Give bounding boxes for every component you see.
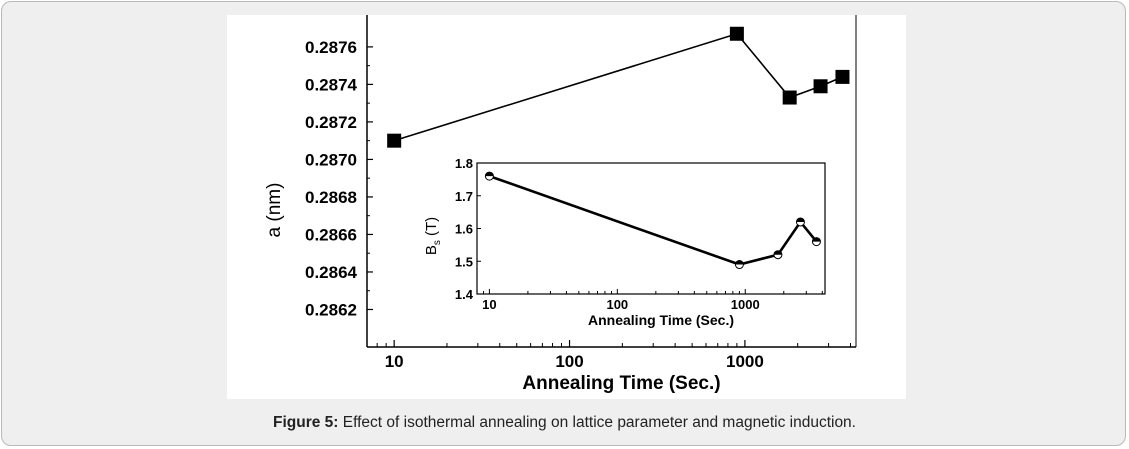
inset-data-point: [484, 171, 494, 181]
x-axis-title: Annealing Time (Sec.): [522, 373, 720, 394]
inset-x-tick-label: 1000: [731, 297, 760, 312]
y-tick-label: 0.2866: [305, 225, 357, 244]
x-tick-label: 10: [385, 352, 404, 371]
y-tick-label: 0.2876: [305, 38, 357, 57]
inset-data-point: [795, 217, 805, 227]
plot-panel: 0.2862 0.2864 0.2866 0.2868 0.2870 0.2872 0.28…: [227, 15, 906, 399]
caption-text: Effect of isothermal annealing on lattic…: [338, 414, 856, 431]
data-point: [729, 26, 744, 41]
y-tick-label: 0.2864: [305, 263, 358, 282]
series-line: [393, 32, 843, 142]
inset-marker-fill: [485, 172, 494, 177]
inset-background: [421, 155, 823, 315]
inset-marker-fill: [812, 237, 821, 242]
x-tick-label: 1000: [726, 352, 764, 371]
inset-y-tick-label: 1.7: [455, 189, 473, 204]
inset-x-axis-title: Annealing Time (Sec.): [588, 312, 734, 328]
inset-data-point: [773, 250, 783, 260]
data-point: [813, 79, 828, 94]
data-point: [782, 90, 797, 105]
caption-label: Figure 5:: [272, 414, 339, 431]
inset-x-tick-label: 100: [606, 297, 628, 312]
figure-caption: Figure 5: Effect of isothermal annealing…: [2, 414, 1127, 432]
y-tick-label: 0.2868: [305, 188, 357, 207]
inset-marker-fill: [735, 260, 744, 265]
inset-marker-fill: [796, 217, 805, 222]
inset-y-axis-title: Bs (T): [423, 217, 443, 255]
x-tick-label: 100: [555, 352, 583, 371]
y-tick-label: 0.2862: [305, 300, 357, 319]
main-chart: 0.2862 0.2864 0.2866 0.2868 0.2870 0.2872 0.28…: [264, 15, 857, 394]
inset-y-tick-label: 1.6: [455, 222, 473, 237]
inset-x-tick-label: 10: [482, 297, 496, 312]
inset-y-tick-label: 1.5: [455, 254, 473, 269]
y-tick-label: 0.2872: [305, 113, 357, 132]
y-axis-title: a (nm): [264, 183, 285, 238]
inset-y-axis-title-unit: (T): [423, 217, 440, 240]
inset-data-point: [811, 237, 821, 247]
inset-data-point: [734, 260, 744, 270]
inset-y-axis-title-subscript: s: [432, 240, 443, 245]
data-point: [387, 133, 402, 148]
inset-marker-fill: [773, 250, 782, 255]
y-tick-label: 0.2870: [305, 150, 357, 169]
y-tick-label: 0.2874: [305, 75, 358, 94]
inset-y-axis-title-symbol: B: [423, 245, 440, 255]
inset-y-tick-label: 1.8: [455, 156, 473, 171]
inset-y-tick-label: 1.4: [455, 287, 474, 302]
data-point: [835, 69, 850, 84]
